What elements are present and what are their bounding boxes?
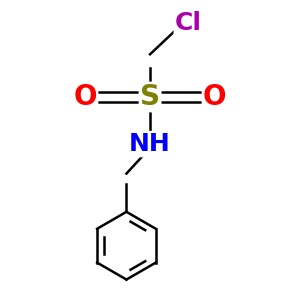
Text: O: O [203, 83, 226, 111]
Text: NH: NH [129, 132, 171, 156]
Text: Cl: Cl [175, 11, 202, 35]
Text: S: S [140, 83, 160, 111]
Text: O: O [74, 83, 97, 111]
